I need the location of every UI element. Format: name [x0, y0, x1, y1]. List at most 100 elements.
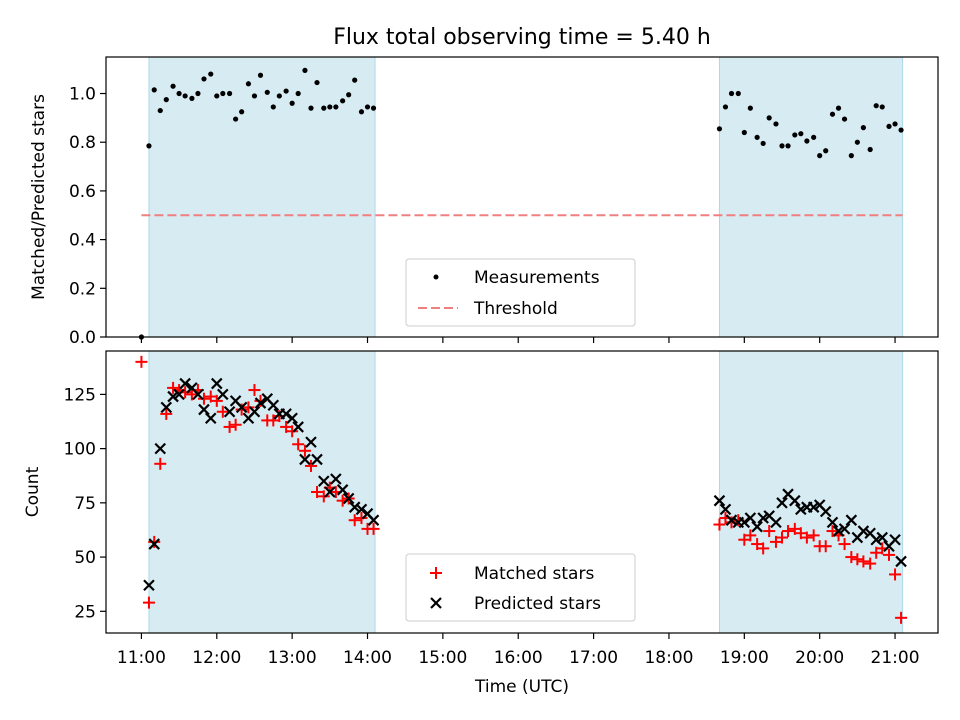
ratio-point	[804, 138, 809, 143]
top-y-tick-label: 0.0	[69, 328, 96, 348]
observing-window-2	[719, 351, 902, 633]
ratio-point	[340, 98, 345, 103]
ratio-point	[892, 121, 897, 126]
ratio-point	[755, 135, 760, 140]
x-tick-label: 11:00	[117, 648, 166, 668]
bottom-y-tick-label: 50	[74, 548, 96, 568]
ratio-point	[258, 73, 263, 78]
legend-threshold-label: Threshold	[473, 299, 558, 319]
ratio-point	[736, 91, 741, 96]
chart-figure: Flux total observing time = 5.40 h 0.0 0.…	[0, 0, 960, 720]
x-tick-label: 16:00	[494, 648, 543, 668]
top-y-tick-label: 1.0	[69, 85, 96, 105]
ratio-point	[898, 127, 903, 132]
top-y-tick-label: 0.8	[69, 133, 96, 153]
ratio-point	[773, 121, 778, 126]
top-y-axis-label: Matched/Predicted stars	[29, 94, 49, 300]
ratio-point	[208, 71, 213, 76]
ratio-point	[177, 91, 182, 96]
ratio-point	[855, 140, 860, 145]
ratio-point	[767, 115, 772, 120]
ratio-point	[164, 97, 169, 102]
legend-predicted-label: Predicted stars	[474, 594, 601, 614]
ratio-point	[371, 106, 376, 111]
ratio-point	[327, 104, 332, 109]
ratio-point	[296, 91, 301, 96]
top-legend: Measurements Threshold	[406, 259, 635, 326]
ratio-point	[817, 153, 822, 158]
ratio-point	[321, 106, 326, 111]
ratio-point	[201, 76, 206, 81]
matched-star-point	[135, 356, 147, 368]
ratio-point	[785, 143, 790, 148]
ratio-point	[861, 125, 866, 130]
x-tick-label: 15:00	[418, 648, 467, 668]
ratio-point	[792, 132, 797, 137]
ratio-point	[352, 78, 357, 83]
ratio-point	[290, 101, 295, 106]
x-tick-label: 21:00	[871, 648, 920, 668]
bottom-y-tick-label: 75	[74, 494, 96, 514]
legend-measurements-marker	[434, 275, 439, 280]
ratio-point	[723, 104, 728, 109]
top-y-tick-label: 0.6	[69, 182, 96, 202]
ratio-point	[158, 108, 163, 113]
ratio-point	[146, 143, 151, 148]
ratio-point	[252, 93, 257, 98]
ratio-point	[265, 90, 270, 95]
ratio-point	[346, 92, 351, 97]
ratio-point	[214, 93, 219, 98]
bottom-y-axis-label: Count	[23, 466, 43, 517]
ratio-point	[842, 116, 847, 121]
ratio-point	[314, 80, 319, 85]
ratio-point	[830, 112, 835, 117]
top-panel: 0.00.20.40.60.81.0 Matched/Predicted sta…	[29, 57, 938, 348]
bottom-legend: Matched stars Predicted stars	[406, 554, 635, 621]
legend-matched-label: Matched stars	[474, 564, 594, 584]
bottom-y-tick-label: 100	[64, 440, 96, 460]
x-axis-label: Time (UTC)	[474, 677, 569, 697]
ratio-point	[798, 131, 803, 136]
ratio-point	[333, 104, 338, 109]
ratio-point	[717, 126, 722, 131]
legend-measurements-label: Measurements	[474, 268, 600, 288]
ratio-point	[284, 88, 289, 93]
ratio-point	[233, 116, 238, 121]
ratio-point	[365, 104, 370, 109]
x-tick-label: 13:00	[268, 648, 317, 668]
x-tick-label: 19:00	[720, 648, 769, 668]
ratio-point	[152, 87, 157, 92]
ratio-point	[239, 109, 244, 114]
ratio-point	[868, 147, 873, 152]
ratio-point	[195, 91, 200, 96]
ratio-point	[246, 81, 251, 86]
bottom-y-tick-label: 125	[64, 385, 96, 405]
ratio-point	[170, 84, 175, 89]
ratio-point	[227, 91, 232, 96]
ratio-point	[277, 93, 282, 98]
ratio-point	[823, 148, 828, 153]
x-tick-label: 17:00	[569, 648, 618, 668]
ratio-point	[183, 93, 188, 98]
ratio-point	[302, 68, 307, 73]
ratio-point	[729, 91, 734, 96]
x-tick-label: 14:00	[343, 648, 392, 668]
x-tick-label: 18:00	[644, 648, 693, 668]
top-y-tick-label: 0.2	[69, 279, 96, 299]
ratio-point	[359, 109, 364, 114]
ratio-point	[811, 135, 816, 140]
ratio-point	[779, 143, 784, 148]
ratio-point	[761, 141, 766, 146]
ratio-point	[308, 106, 313, 111]
ratio-point	[271, 104, 276, 109]
x-tick-label: 20:00	[795, 648, 844, 668]
ratio-point	[836, 106, 841, 111]
ratio-point	[874, 103, 879, 108]
ratio-point	[849, 153, 854, 158]
ratio-point	[880, 104, 885, 109]
chart-title: Flux total observing time = 5.40 h	[333, 25, 711, 50]
bottom-panel: 25 50 75 100 125 11:00 12:00 13:00 14:00 15:00 16…	[23, 351, 938, 697]
ratio-point	[886, 124, 891, 129]
x-tick-label: 12:00	[192, 648, 241, 668]
ratio-point	[748, 106, 753, 111]
